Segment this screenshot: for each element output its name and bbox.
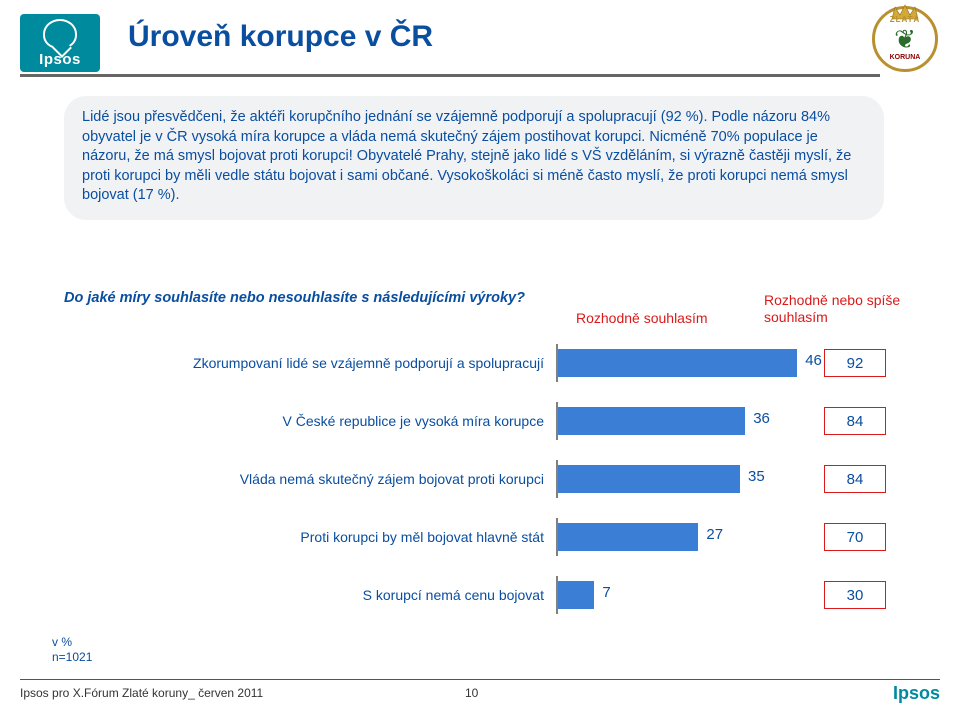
bar-value: 7 — [602, 584, 610, 601]
question-text: Do jaké míry souhlasíte nebo nesouhlasít… — [64, 290, 574, 306]
bar-value: 46 — [805, 352, 822, 369]
bar-wrap — [558, 407, 818, 435]
page-number: 10 — [465, 686, 478, 700]
slide-title: Úroveň korupce v ČR — [128, 20, 433, 54]
bar-value: 36 — [753, 410, 770, 427]
row-label: Zkorumpovaní lidé se vzájemně podporují … — [64, 346, 550, 380]
row-label: Proti korupci by měl bojovat hlavně stát — [64, 520, 550, 554]
bar-value: 35 — [748, 468, 765, 485]
chart-row: Proti korupci by měl bojovat hlavně stát… — [64, 520, 904, 554]
footer-divider — [20, 679, 940, 680]
laurel-icon: ❦ — [894, 24, 916, 55]
bar-value: 27 — [706, 526, 723, 543]
chart-row: S korupcí nemá cenu bojovat 7 30 — [64, 578, 904, 612]
unit-label: v % — [52, 635, 72, 649]
zlata-koruna-seal: ZLATÁ ❦ KORUNA — [872, 6, 942, 76]
summary-box: Lidé jsou přesvědčeni, že aktéři korupčn… — [64, 96, 884, 220]
row-label: V České republice je vysoká míra korupce — [64, 404, 550, 438]
legend-col2: Rozhodně nebo spíše souhlasím — [764, 292, 924, 326]
chart-row: Zkorumpovaní lidé se vzájemně podporují … — [64, 346, 904, 380]
row-label: Vláda nemá skutečný zájem bojovat proti … — [64, 462, 550, 496]
bar-wrap — [558, 523, 818, 551]
chart-row: Vláda nemá skutečný zájem bojovat proti … — [64, 462, 904, 496]
bar — [558, 465, 740, 493]
footer-source: Ipsos pro X.Fórum Zlaté koruny_ červen 2… — [20, 686, 263, 700]
title-underline — [20, 74, 880, 77]
bar — [558, 349, 797, 377]
sample-note: v % n=1021 — [52, 635, 92, 664]
bar-wrap — [558, 581, 818, 609]
logo-head-icon — [43, 19, 77, 49]
bar-wrap — [558, 349, 818, 377]
agree-box: 30 — [824, 581, 886, 609]
agree-box: 84 — [824, 407, 886, 435]
chart-row: V České republice je vysoká míra korupce… — [64, 404, 904, 438]
bar — [558, 523, 698, 551]
seal-text-bottom: KORUNA — [890, 54, 921, 61]
agree-box: 70 — [824, 523, 886, 551]
row-label: S korupcí nemá cenu bojovat — [64, 578, 550, 612]
ipsos-logo: Ipsos — [20, 14, 100, 72]
bar — [558, 581, 594, 609]
seal-text-top: ZLATÁ — [890, 15, 921, 24]
footer-logo: Ipsos — [893, 683, 940, 704]
agree-box: 84 — [824, 465, 886, 493]
bar-wrap — [558, 465, 818, 493]
legend-col1: Rozhodně souhlasím — [576, 310, 708, 326]
agree-box: 92 — [824, 349, 886, 377]
n-label: n=1021 — [52, 650, 92, 664]
bar-chart: Zkorumpovaní lidé se vzájemně podporují … — [64, 346, 904, 646]
bar — [558, 407, 745, 435]
